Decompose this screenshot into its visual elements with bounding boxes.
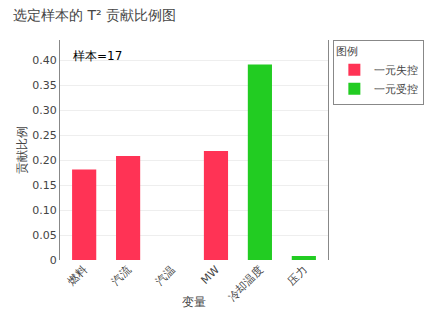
svg-text:0.15: 0.15	[32, 179, 57, 192]
svg-text:0.40: 0.40	[32, 54, 57, 67]
svg-text:汽温: 汽温	[153, 263, 178, 288]
svg-text:一元受控: 一元受控	[374, 83, 418, 96]
svg-text:MW: MW	[198, 263, 222, 287]
svg-text:冷却温度: 冷却温度	[226, 263, 266, 303]
svg-text:0: 0	[50, 254, 57, 267]
svg-text:图例: 图例	[336, 45, 358, 58]
svg-text:0.35: 0.35	[32, 79, 57, 92]
svg-text:压力: 压力	[285, 263, 310, 288]
svg-text:选定样本的 T² 贡献比例图: 选定样本的 T² 贡献比例图	[13, 7, 176, 23]
svg-text:0.30: 0.30	[32, 104, 57, 117]
svg-text:一元失控: 一元失控	[374, 64, 418, 77]
svg-text:0.10: 0.10	[32, 204, 57, 217]
svg-text:0.20: 0.20	[32, 154, 57, 167]
svg-text:贡献比例: 贡献比例	[15, 126, 29, 174]
svg-text:燃料: 燃料	[65, 263, 90, 288]
svg-text:0.05: 0.05	[32, 229, 57, 242]
svg-text:汽流: 汽流	[109, 263, 134, 288]
svg-text:变量: 变量	[182, 295, 206, 309]
svg-text:样本=17: 样本=17	[73, 49, 122, 63]
svg-text:0.25: 0.25	[32, 129, 57, 142]
